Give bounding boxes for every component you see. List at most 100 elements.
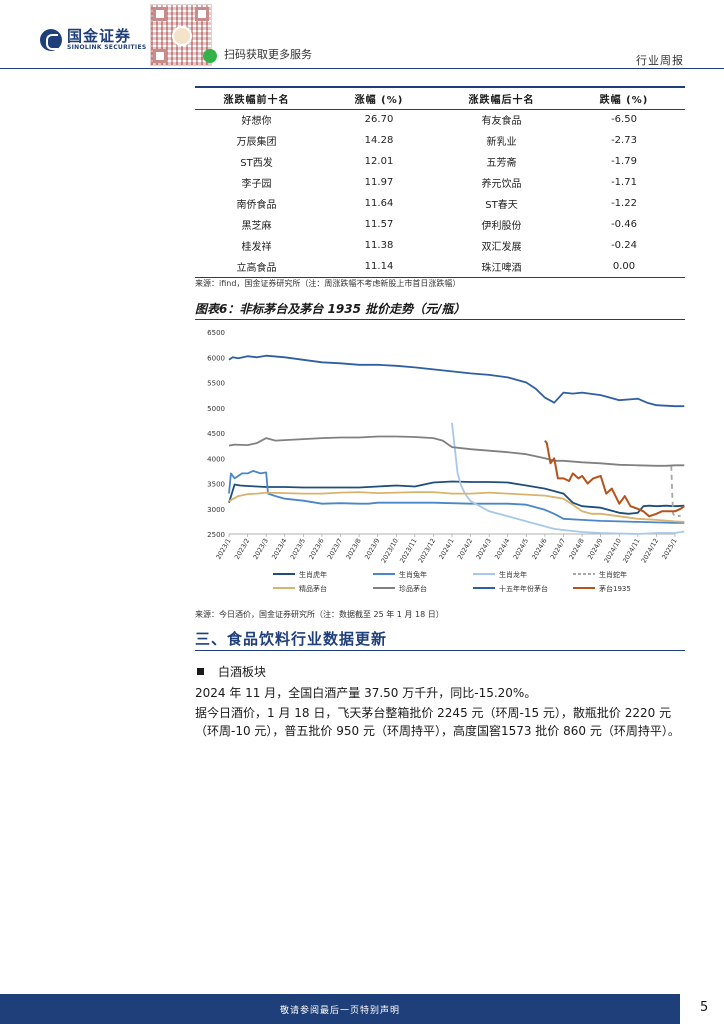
x-tick-label: 2024/7: [549, 537, 567, 561]
x-tick-label: 2023/9: [363, 537, 381, 561]
x-tick-label: 2023/1: [214, 537, 232, 561]
table-header-cell: 跌幅 (%): [563, 86, 685, 110]
table-header-cell: 涨幅 (%): [318, 86, 440, 110]
table-cell: 五芳斋: [486, 158, 517, 169]
legend-label: 生肖虎年: [299, 570, 327, 579]
table-cell: ST春天: [485, 200, 518, 211]
table-cell: 0.00: [563, 256, 685, 278]
x-tick-label: 2023/5: [289, 537, 307, 561]
x-tick-label: 2023/6: [307, 537, 325, 561]
table-cell: 11.14: [318, 256, 440, 278]
y-tick-label: 4000: [207, 455, 225, 463]
x-tick-label: 2024/12: [640, 537, 660, 564]
y-tick-label: 6000: [207, 354, 225, 362]
page-footer: 敬请参阅最后一页特别声明: [0, 994, 680, 1024]
x-tick-label: 2024/6: [530, 537, 548, 561]
table-cell: 双汇发展: [481, 242, 522, 253]
table-cell: 李子园: [241, 179, 272, 190]
x-tick-label: 2023/10: [380, 537, 400, 564]
disclaimer-link[interactable]: 敬请参阅最后一页特别声明: [279, 1006, 400, 1016]
x-tick-label: 2024/11: [621, 537, 641, 564]
table-row: 立高食品 11.14 珠江啤酒 0.00: [195, 256, 685, 278]
table-row: 南侨食品 11.64 ST春天 -1.22: [195, 193, 685, 214]
bullet-label: 白酒板块: [218, 665, 267, 679]
bullet-item: 白酒板块: [195, 663, 266, 680]
table-cell: 桂发祥: [241, 242, 272, 253]
table-cell: 11.97: [364, 177, 394, 188]
report-type: 行业周报: [636, 54, 684, 67]
table-cell: 新乳业: [486, 137, 517, 148]
table-cell: 黑芝麻: [241, 221, 272, 232]
table-cell: -1.79: [611, 156, 637, 167]
table-cell: 11.64: [364, 198, 394, 209]
paragraph-liquor-prices: 据今日酒价，1 月 18 日，飞天茅台整箱批价 2245 元（环周-15 元），…: [195, 706, 680, 738]
table-row: ST西发 12.01 五芳斋 -1.79: [195, 151, 685, 172]
wechat-badge-icon: [203, 49, 217, 63]
x-tick-label: 2025/1: [660, 537, 678, 561]
table-cell: 14.28: [364, 135, 394, 146]
x-tick-label: 2024/4: [493, 537, 511, 561]
legend-label: 十五年年份茅台: [499, 584, 548, 593]
series-line-4: [228, 491, 685, 523]
price-trend-line-chart: 2500 3000 3500 4000 4500 5000 5500 6000 6500 2023…: [207, 329, 685, 593]
table-cell: 12.01: [364, 156, 394, 167]
header-divider: [0, 68, 724, 69]
section-divider: [195, 650, 685, 651]
table-cell: ST西发: [240, 158, 273, 169]
x-tick-label: 2024/10: [603, 537, 623, 564]
x-tick-label: 2024/5: [512, 537, 530, 561]
x-tick-label: 2024/3: [475, 537, 493, 561]
series-line-3: [670, 465, 681, 518]
x-tick-label: 2024/8: [567, 537, 585, 561]
x-tick-label: 2023/7: [326, 537, 344, 561]
x-tick-label: 2023/12: [417, 537, 437, 564]
legend-label: 生肖龙年: [499, 570, 527, 579]
table-cell: 伊利股份: [481, 221, 522, 232]
logo-en-text: SINOLINK SECURITIES: [67, 44, 147, 51]
x-tick-label: 2024/2: [456, 537, 474, 561]
table-header-cell: 涨跌幅前十名: [195, 86, 318, 110]
table-header-row: 涨跌幅前十名 涨幅 (%) 涨跌幅后十名 跌幅 (%): [195, 86, 685, 110]
series-line-7: [544, 439, 685, 518]
legend-label: 生肖兔年: [399, 570, 427, 579]
figure-source-note: 来源：今日酒价，国金证券研究所（注：数据截至 25 年 1 月 18 日）: [195, 610, 444, 619]
qr-code-icon[interactable]: [150, 4, 217, 66]
table-row: 好想你 26.70 有友食品 -6.50: [195, 109, 685, 130]
x-tick-label: 2023/11: [398, 537, 418, 564]
y-tick-label: 6500: [207, 329, 225, 337]
x-tick-label: 2023/2: [233, 537, 251, 561]
legend-label: 茅台1935: [599, 584, 631, 593]
x-tick-label: 2024/1: [437, 537, 455, 561]
x-tick-label: 2023/3: [252, 537, 270, 561]
page-number: 5: [700, 1000, 709, 1015]
table-cell: 万辰集团: [236, 137, 277, 148]
series-line-6: [228, 354, 685, 408]
legend-label: 精品茅台: [299, 584, 327, 593]
table-cell: -2.73: [611, 135, 637, 146]
table-cell: -6.50: [611, 114, 637, 126]
y-tick-label: 3000: [207, 506, 225, 514]
table-cell: -1.22: [611, 198, 637, 209]
y-tick-label: 3500: [207, 481, 225, 489]
table-row: 万辰集团 14.28 新乳业 -2.73: [195, 130, 685, 151]
legend-label: 生肖蛇年: [599, 570, 627, 579]
table-cell: 养元饮品: [481, 179, 522, 190]
table-row: 桂发祥 11.38 双汇发展 -0.24: [195, 235, 685, 256]
table-cell: 好想你: [241, 116, 272, 128]
y-tick-label: 5500: [207, 380, 225, 388]
series-line-5: [228, 435, 685, 467]
table-cell: 有友食品: [481, 116, 522, 128]
table-row: 李子园 11.97 养元饮品 -1.71: [195, 172, 685, 193]
logo-cn-text: 国金证券: [67, 27, 132, 45]
table-cell: -1.71: [611, 177, 637, 188]
series-line-2: [451, 422, 685, 535]
page-header: 国金证券 SINOLINK SECURITIES 扫码获取更多服务 行业周报: [0, 0, 724, 70]
square-bullet-icon: [197, 668, 204, 675]
paragraph-liquor-output: 2024 年 11 月，全国白酒产量 37.50 万千升，同比-15.20%。: [195, 686, 537, 700]
legend-label: 珍品茅台: [399, 584, 427, 593]
sinolink-logo-icon: [40, 29, 62, 51]
table-cell: 立高食品: [195, 256, 318, 278]
x-tick-label: 2023/8: [344, 537, 362, 561]
table-cell: 11.57: [364, 219, 394, 230]
table-cell: 26.70: [364, 114, 394, 126]
